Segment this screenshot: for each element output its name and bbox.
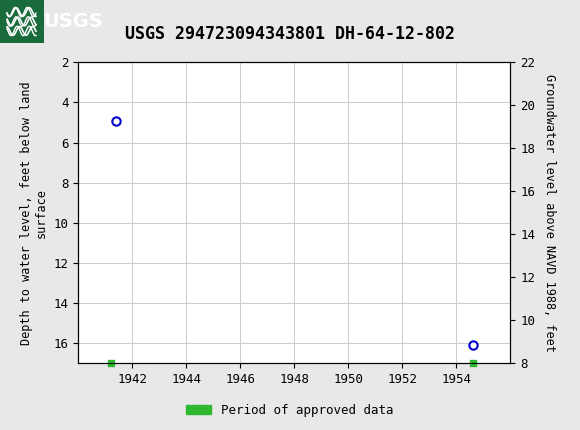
- Text: USGS 294723094343801 DH-64-12-802: USGS 294723094343801 DH-64-12-802: [125, 25, 455, 43]
- Legend: Period of approved data: Period of approved data: [181, 399, 399, 421]
- Y-axis label: Groundwater level above NAVD 1988, feet: Groundwater level above NAVD 1988, feet: [543, 74, 556, 352]
- Y-axis label: Depth to water level, feet below land
surface: Depth to water level, feet below land su…: [20, 81, 48, 345]
- Text: USGS: USGS: [44, 12, 103, 31]
- Bar: [0, 0, 44, 43]
